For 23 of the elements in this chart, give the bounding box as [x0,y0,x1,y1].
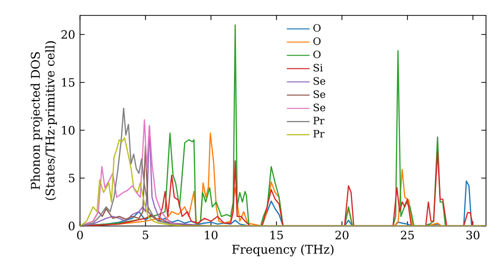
legend-label: Pr [313,130,324,138]
legend-label: Se [314,90,326,98]
x-tick-label: 5 [142,230,148,240]
y-axis-title: Phonon projected DOS (States/THz·primitive cell) [30,41,57,200]
legend-label: Si [314,64,323,72]
y-tick-label: 5 [68,174,74,182]
legend-label: O [313,24,321,32]
x-tick-label: 15 [270,230,283,240]
x-tick-label: 0 [77,230,83,240]
x-tick-label: 20 [335,230,348,240]
legend-label: O [313,50,321,58]
legend-label: Se [314,104,326,112]
x-axis-title: Frequency (THz) [232,244,334,256]
legend-label: O [313,37,321,46]
x-tick-label: 25 [400,230,414,240]
y-tick-label: 0 [68,222,75,230]
x-tick-label: 30 [466,230,480,240]
legend-label: Pr [313,116,324,124]
x-tick-label: 10 [205,230,218,240]
y-tick-label: 15 [62,78,74,87]
legend-label: Se [314,77,326,85]
y-tick-label: 10 [62,126,75,135]
y-tick-label: 20 [61,30,75,39]
